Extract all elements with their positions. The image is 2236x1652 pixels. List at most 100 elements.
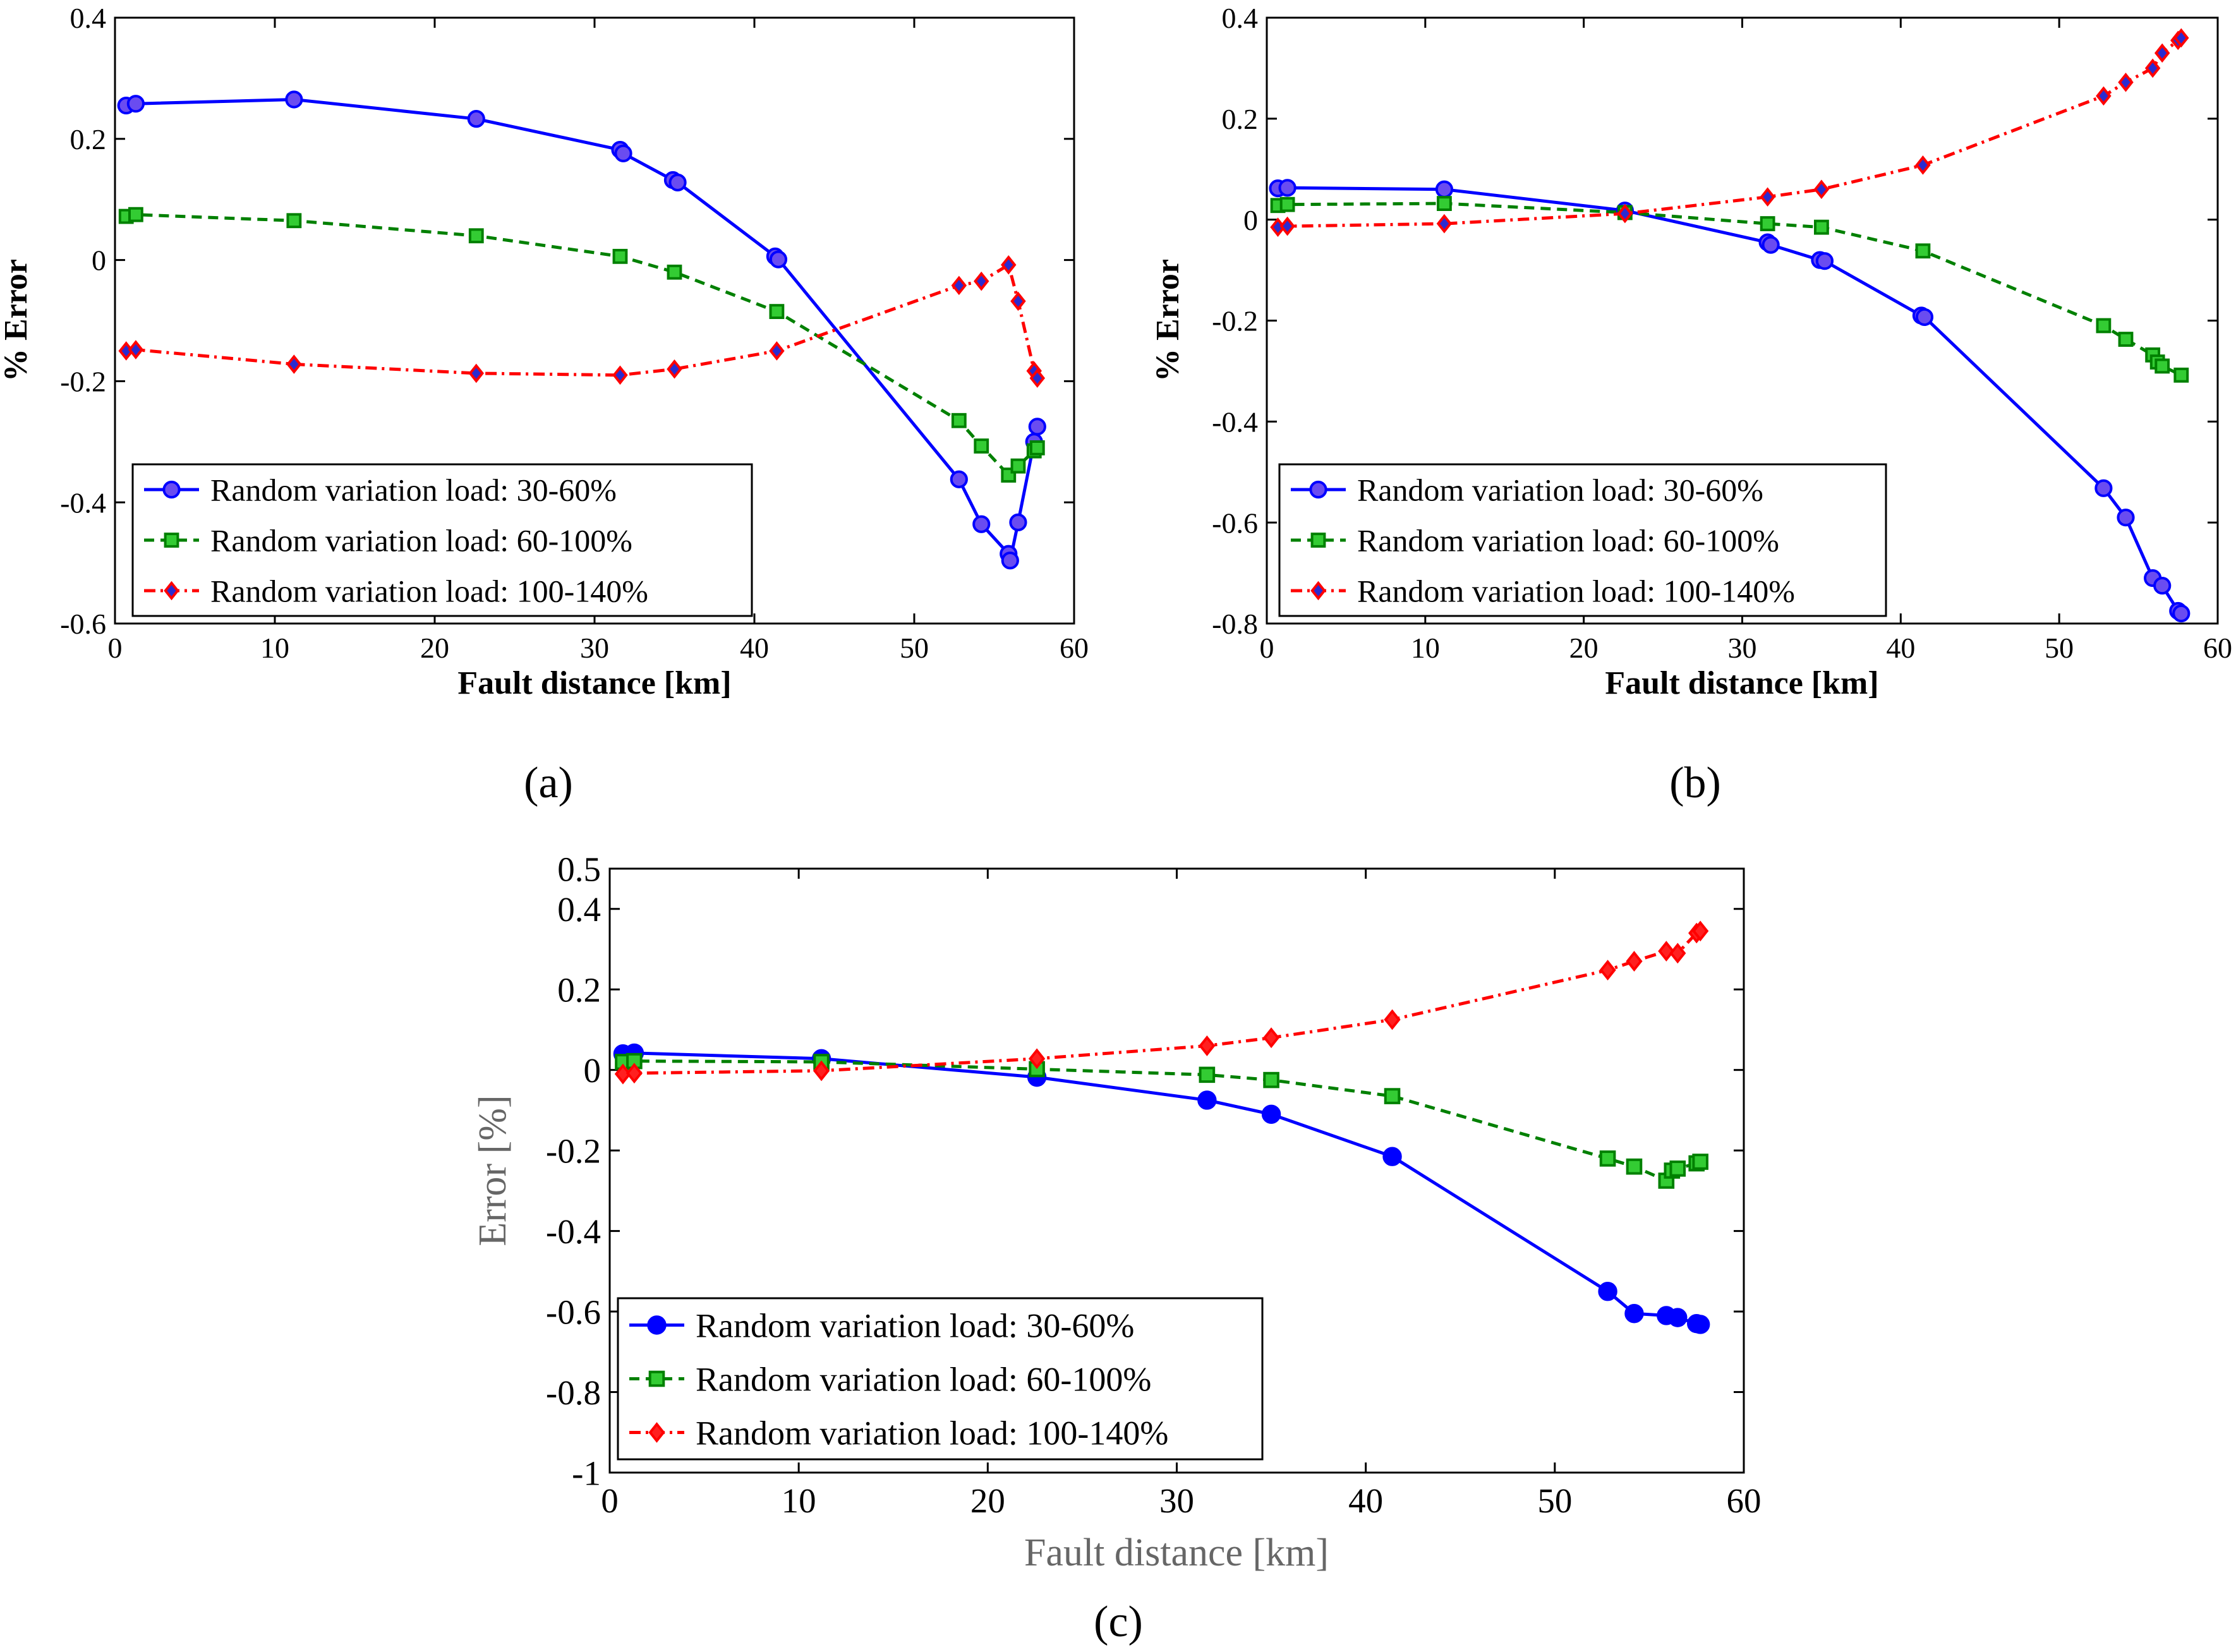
chart-b-series-2-point	[2118, 332, 2134, 347]
chart-a-x-tick-label: 40	[740, 632, 769, 664]
chart-a-series-2-point	[128, 207, 143, 222]
chart-c-series-2-point	[1199, 1066, 1216, 1083]
chart-b-series-3-point	[2118, 72, 2134, 92]
chart-b-series-2-point	[1814, 219, 1829, 235]
chart-a-y-tick-label: 0	[92, 244, 106, 277]
chart-a-legend-marker-2	[164, 533, 179, 548]
chart-c-x-tick-label: 10	[782, 1481, 816, 1520]
chart-c-series-3-point	[813, 1060, 830, 1082]
chart-c-y-tick-label: -0.8	[546, 1373, 601, 1412]
chart-c-y-tick-label: -0.4	[546, 1212, 601, 1251]
chart-a-series-1-point	[769, 250, 788, 268]
chart-c-series-3-point	[1669, 943, 1686, 964]
chart-c-x-tick-label: 0	[601, 1481, 619, 1520]
chart-b-legend-label-2: Random variation load: 60-100%	[1357, 523, 1779, 558]
chart-a-series-3-point	[128, 340, 144, 359]
chart-b-series-1-point	[2117, 509, 2135, 527]
chart-a-series-1-point	[1001, 552, 1019, 570]
chart-a-series-2-point	[1010, 458, 1026, 474]
chart-b-legend-label-1: Random variation load: 30-60%	[1357, 473, 1763, 508]
chart-c-y-tick-label: -1	[572, 1454, 601, 1492]
chart-b-x-tick-label: 50	[2045, 632, 2074, 664]
chart-a-legend-label-1: Random variation load: 30-60%	[210, 473, 617, 508]
chart-a-x-tick-label: 30	[580, 632, 609, 664]
chart-a-y-tick-label: -0.2	[60, 366, 106, 398]
chart-c-y-tick-label: 0	[584, 1051, 601, 1090]
chart-c-series-1-point	[1197, 1090, 1217, 1110]
chart-a-x-tick-label: 20	[420, 632, 449, 664]
chart-b-legend-label-3: Random variation load: 100-140%	[1357, 574, 1795, 609]
chart-b-y-tick-label: -0.8	[1212, 608, 1258, 640]
chart-a-legend-label-2: Random variation load: 60-100%	[210, 523, 632, 558]
chart-a-series-2-point	[974, 438, 989, 454]
chart-b-x-tick-label: 0	[1260, 632, 1274, 664]
chart-a-series-1-point	[1009, 513, 1027, 531]
chart-a-series-3-point	[468, 363, 485, 383]
chart-c-series-2-point	[1626, 1158, 1643, 1175]
chart-b-legend-marker-3	[1310, 581, 1326, 601]
chart-a-series-2-point	[1029, 440, 1045, 455]
chart-b-series-3-point	[1279, 216, 1295, 236]
chart-b-series-1-point	[1762, 236, 1780, 254]
chart-b-series-2-point	[2173, 367, 2189, 383]
chart-a-legend-marker-3	[164, 581, 179, 601]
chart-b-series-1-point	[1278, 179, 1296, 197]
chart-b: 0 10 20 30 40 50 60 -0.8 -0.6 -0.4 -0.2 0 0.2 0.4 Faul…	[1150, 2, 2232, 701]
chart-a-x-tick-label: 0	[108, 632, 123, 664]
chart-b-legend-marker-2	[1310, 533, 1326, 548]
chart-c-series-1-point	[1624, 1304, 1644, 1323]
chart-b-series-3-point	[1617, 203, 1633, 224]
chart-b-series-1-point	[1435, 180, 1454, 198]
chart-b-series-3-point	[2144, 58, 2161, 78]
chart-a-x-tick-label: 60	[1060, 632, 1089, 664]
chart-c-legend-box	[617, 1297, 1264, 1461]
chart-b-y-tick-label: -0.2	[1212, 305, 1258, 337]
chart-b-x-tick-label: 40	[1886, 632, 1915, 664]
chart-a-x-tick-label: 50	[900, 632, 929, 664]
chart-a-series-2-point	[769, 304, 785, 320]
chart-a-series-1-point	[1028, 418, 1046, 436]
chart-b-series-3-point	[2096, 86, 2112, 106]
chart-c-series-2-point	[1384, 1088, 1401, 1104]
chart-b-series-3-point	[1813, 179, 1830, 200]
chart-b-x-tick-label: 60	[2203, 632, 2232, 664]
chart-a-series-1-point	[285, 90, 303, 109]
chart-c-series-3-point	[1599, 960, 1616, 981]
chart-c-series-3-point	[1199, 1035, 1216, 1056]
chart-b-y-axis-label: % Error	[1150, 259, 1186, 382]
chart-c-series-1-point	[1261, 1104, 1281, 1124]
chart-a-series-3-point	[951, 275, 967, 296]
chart-b-x-tick-label: 20	[1569, 632, 1598, 664]
chart-a-series-3-point	[1001, 255, 1017, 275]
chart-c-series-1-point	[1598, 1282, 1617, 1301]
caption-c: (c)	[1094, 1598, 1143, 1646]
chart-a-legend-marker-1	[162, 480, 181, 499]
chart-b-series-1-point	[2172, 604, 2191, 623]
caption-a: (a)	[524, 759, 573, 807]
chart-a-series-3-point	[974, 271, 989, 291]
chart-c-series-2-point	[1599, 1150, 1616, 1167]
chart-a-y-tick-label: -0.4	[60, 486, 106, 519]
chart-a-x-tick-label: 10	[260, 632, 289, 664]
chart-c-legend-marker-3	[648, 1422, 665, 1443]
chart-c-series-1-point	[1690, 1315, 1710, 1334]
chart-a-series-3-point	[1010, 291, 1026, 311]
chart-a-series-3-point	[286, 354, 302, 374]
chart-a-series-2-point	[468, 228, 484, 244]
chart-c-y-axis-label: Error [%]	[471, 1095, 514, 1246]
chart-a-y-tick-label: 0.4	[70, 2, 107, 34]
chart-a-legend-box	[131, 463, 753, 617]
chart-c-x-axis-label: Fault distance [km]	[1024, 1531, 1329, 1574]
chart-b-series-2-point	[1279, 196, 1295, 212]
chart-c-legend-marker-1	[647, 1315, 667, 1335]
chart-c: 0 10 20 30 40 50 60 -1 -0.8 -0.6 -0.4 -0.2 0 0.2 0.40.…	[471, 850, 1762, 1574]
chart-c-legend-label-2: Random variation load: 60-100%	[696, 1360, 1151, 1398]
chart-b-series-2-point	[2096, 318, 2112, 334]
chart-a-x-axis-label: Fault distance [km]	[457, 665, 731, 701]
chart-b-y-tick-label: 0.4	[1222, 2, 1259, 34]
chart-a-series-2-point	[951, 413, 967, 428]
chart-a-series-3-point	[769, 341, 785, 361]
chart-a-series-1-point	[467, 110, 485, 128]
chart-c-legend-label-1: Random variation load: 30-60%	[696, 1306, 1134, 1344]
